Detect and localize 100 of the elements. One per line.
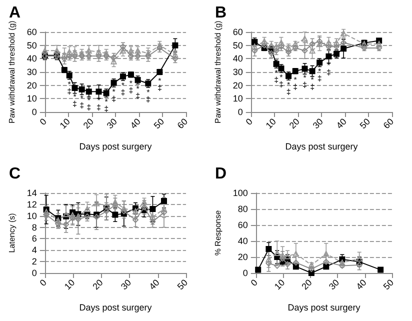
x-tick-label: 10 [62, 276, 77, 292]
y-tick-label: 40 [26, 54, 37, 64]
annotation: ‡ [80, 100, 84, 110]
annotation: ‡ [279, 80, 284, 90]
y-axis-title: % Response [214, 209, 222, 256]
annotation: ‡ [157, 84, 162, 92]
annotation: ‡ [136, 92, 140, 100]
y-tick-label: 80 [238, 204, 248, 214]
y-tick-label: 100 [232, 188, 248, 198]
annotation: * [68, 80, 71, 89]
y-tick-label: 10 [26, 210, 37, 220]
y-tick-label: 20 [26, 80, 37, 90]
x-tick-label: 30 [118, 276, 134, 292]
y-tick-label: 12 [26, 198, 37, 209]
y-tick-label: 10 [232, 94, 243, 104]
y-tick-label: 40 [238, 236, 248, 246]
x-tick-label: 40 [354, 276, 368, 292]
annotation: * [274, 68, 278, 78]
annotation: ‡ [86, 103, 92, 112]
y-axis-title: Paw withdrawal threshold (g) [8, 20, 16, 124]
annotation: ‡ [286, 88, 291, 96]
annotation: * [80, 94, 84, 103]
y-tick-label: 8 [32, 222, 37, 232]
x-tick-label: 10 [272, 276, 287, 292]
annotation: ‡ [72, 100, 77, 108]
x-tick-label: 50 [358, 116, 372, 131]
y-tick-label: 0 [242, 268, 248, 278]
x-axis-title: Days post surgery [79, 142, 152, 152]
annotation: * [73, 92, 76, 102]
annotation: * [112, 87, 116, 96]
annotation: * [158, 76, 162, 86]
y-tick-label: 0 [238, 107, 243, 117]
y-tick-label: 20 [238, 252, 248, 262]
x-tick-label: 40 [128, 116, 143, 131]
annotation: ‡ [274, 76, 279, 84]
x-tick-label: 50 [381, 276, 396, 292]
y-tick-label: 4 [32, 244, 37, 255]
x-tick-label: 60 [175, 116, 190, 131]
annotation: * [146, 88, 150, 97]
x-axis-title: Days post surgery [79, 302, 152, 312]
x-axis-title: Days post surgery [288, 302, 361, 312]
x-tick-label: 20 [81, 116, 96, 131]
annotation: ‡ [293, 82, 298, 92]
x-tick-label: 10 [58, 116, 72, 131]
x-tick-label: 20 [90, 276, 105, 292]
y-tick-label: 30 [26, 67, 37, 77]
x-tick-label: 60 [381, 116, 396, 131]
x-tick-label: 30 [326, 276, 342, 292]
y-tick-label: 0 [32, 268, 37, 278]
annotation: ‡ [104, 104, 109, 114]
chart-title: C [9, 165, 21, 182]
y-tick-label: 0 [32, 107, 37, 117]
x-tick-label: 0 [248, 276, 260, 288]
x-tick-label: 20 [300, 276, 314, 292]
annotation: * [286, 80, 290, 90]
annotation: * [121, 81, 125, 90]
y-tick-label: 30 [232, 67, 243, 77]
annotation: * [104, 98, 108, 107]
y-tick-label: 60 [238, 220, 248, 230]
chart-title: B [215, 4, 227, 22]
x-axis-title: Days post surgery [285, 142, 358, 152]
annotation: * [294, 76, 297, 85]
y-tick-label: 10 [26, 94, 37, 104]
annotation: ‡ [112, 94, 116, 104]
chart-title: D [215, 165, 227, 182]
y-axis-title: Latency (s) [8, 212, 16, 252]
annotation: * [87, 96, 90, 106]
y-tick-label: 50 [26, 40, 37, 50]
y-tick-label: 2 [32, 256, 37, 266]
y-tick-label: 14 [26, 188, 37, 198]
annotation: ‡ [317, 74, 322, 84]
y-tick-label: 40 [232, 54, 243, 64]
x-tick-label: 50 [152, 116, 166, 131]
annotation: ‡ [128, 86, 134, 96]
x-tick-label: 30 [104, 116, 119, 131]
x-tick-label: 10 [264, 116, 278, 131]
annotation: ‡ [146, 94, 150, 104]
x-tick-label: 40 [334, 116, 349, 131]
annotation: * [318, 67, 322, 76]
annotation: * [280, 73, 283, 82]
y-tick-label: 60 [26, 27, 37, 37]
x-tick-label: 40 [147, 276, 162, 292]
annotation: ‡ [310, 82, 315, 92]
chart-title: A [9, 4, 21, 22]
annotation: ‡ [96, 103, 101, 112]
y-axis-title: Paw withdrawal threshold (g) [214, 20, 222, 124]
x-tick-label: 20 [287, 116, 302, 131]
y-tick-label: 60 [232, 27, 243, 37]
y-tick-label: 20 [232, 80, 243, 90]
y-tick-label: 6 [32, 233, 37, 244]
annotation: * [310, 76, 314, 85]
annotation: ‡ [67, 86, 72, 96]
annotation: ‡ [302, 80, 307, 90]
annotation: * [129, 79, 133, 88]
annotation: ‡ [120, 88, 126, 98]
x-tick-label: 30 [310, 116, 325, 131]
y-tick-label: 50 [232, 40, 243, 50]
annotation: ‡ [326, 68, 331, 77]
annotation: * [136, 84, 140, 94]
x-tick-label: 50 [175, 276, 190, 292]
